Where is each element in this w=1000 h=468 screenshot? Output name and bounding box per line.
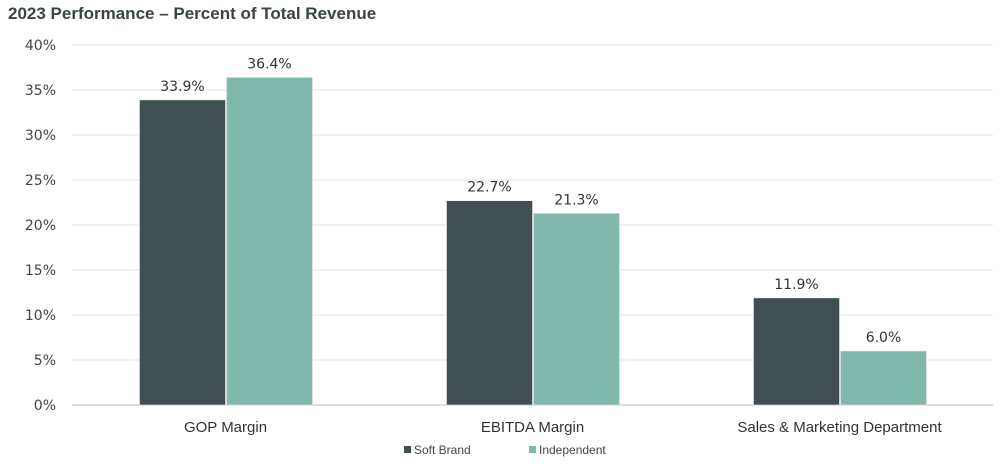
bar-independent <box>226 77 313 406</box>
y-tick-label: 35% <box>25 83 56 99</box>
y-tick-label: 20% <box>25 218 56 234</box>
y-tick-label: 40% <box>25 38 56 54</box>
data-label: 21.3% <box>554 192 598 208</box>
y-tick-label: 5% <box>34 353 56 369</box>
data-label: 11.9% <box>774 277 818 293</box>
chart-title: 2023 Performance – Percent of Total Reve… <box>8 4 377 23</box>
category-label: Sales & Marketing Department <box>737 419 942 436</box>
data-label: 6.0% <box>866 330 902 346</box>
y-tick-label: 15% <box>25 263 56 279</box>
bar-independent <box>533 213 620 406</box>
bar-soft-brand <box>753 297 840 406</box>
legend-label: Soft Brand <box>414 443 471 457</box>
category-label: GOP Margin <box>184 419 267 436</box>
bar-soft-brand <box>446 200 533 406</box>
data-label: 33.9% <box>160 79 204 95</box>
bar-soft-brand <box>139 99 226 406</box>
category-label: EBITDA Margin <box>481 419 584 436</box>
legend-swatch <box>529 446 536 453</box>
legend-swatch <box>404 446 411 453</box>
y-tick-label: 30% <box>25 128 56 144</box>
data-label: 22.7% <box>467 180 511 196</box>
bar-independent <box>840 350 927 406</box>
y-tick-label: 0% <box>34 398 56 414</box>
data-label: 36.4% <box>247 56 291 72</box>
y-tick-label: 10% <box>25 308 56 324</box>
legend-label: Independent <box>539 443 606 457</box>
y-tick-label: 25% <box>25 173 56 189</box>
